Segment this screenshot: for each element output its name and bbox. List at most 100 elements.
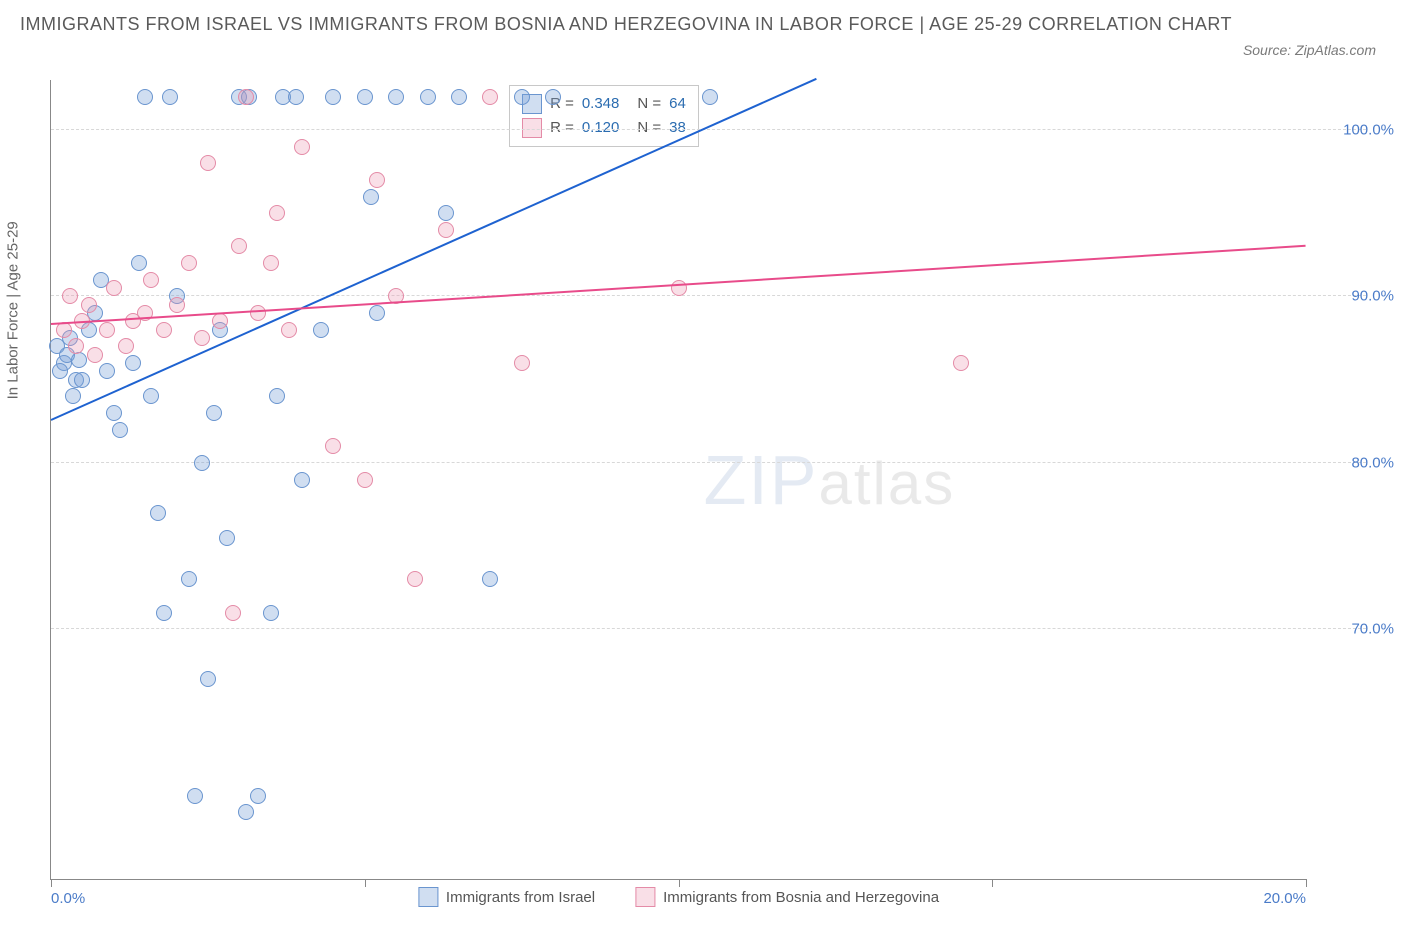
point-israel (194, 455, 210, 471)
point-bosnia (99, 322, 115, 338)
trendline-bosnia (51, 244, 1306, 324)
point-bosnia (68, 338, 84, 354)
legend-swatch-israel (418, 887, 438, 907)
point-bosnia (169, 297, 185, 313)
stats-r-label: R = (550, 119, 574, 136)
point-israel (200, 671, 216, 687)
point-bosnia (407, 571, 423, 587)
plot-area: In Labor Force | Age 25-29 ZIPatlas R =0… (50, 80, 1306, 880)
point-bosnia (514, 355, 530, 371)
point-bosnia (325, 438, 341, 454)
point-israel (482, 571, 498, 587)
point-bosnia (212, 313, 228, 329)
xtick (992, 879, 993, 887)
point-bosnia (369, 172, 385, 188)
point-israel (388, 89, 404, 105)
point-bosnia (194, 330, 210, 346)
stats-row: R =0.120N =38 (522, 116, 686, 140)
point-bosnia (269, 205, 285, 221)
bottom-legend: Immigrants from Israel Immigrants from B… (418, 887, 939, 907)
point-israel (65, 388, 81, 404)
point-israel (143, 388, 159, 404)
source-label: Source: ZipAtlas.com (1243, 42, 1376, 58)
point-israel (325, 89, 341, 105)
stats-r-value: 0.120 (582, 119, 620, 136)
point-israel (131, 255, 147, 271)
stats-r-value: 0.348 (582, 95, 620, 112)
point-bosnia (143, 272, 159, 288)
point-bosnia (200, 155, 216, 171)
xtick (51, 879, 52, 887)
point-bosnia (87, 347, 103, 363)
point-bosnia (231, 238, 247, 254)
point-israel (219, 530, 235, 546)
point-bosnia (263, 255, 279, 271)
point-bosnia (281, 322, 297, 338)
point-israel (545, 89, 561, 105)
xtick (1306, 879, 1307, 887)
stats-n-label: N = (637, 95, 661, 112)
point-israel (238, 804, 254, 820)
point-bosnia (294, 139, 310, 155)
stats-legend-box: R =0.348N =64R =0.120N =38 (509, 85, 699, 147)
point-israel (269, 388, 285, 404)
gridline (51, 295, 1366, 296)
point-bosnia (225, 605, 241, 621)
point-israel (263, 605, 279, 621)
point-israel (106, 405, 122, 421)
point-bosnia (438, 222, 454, 238)
point-israel (52, 363, 68, 379)
point-bosnia (671, 280, 687, 296)
point-bosnia (81, 297, 97, 313)
point-israel (451, 89, 467, 105)
point-israel (187, 788, 203, 804)
point-israel (313, 322, 329, 338)
point-israel (514, 89, 530, 105)
point-israel (288, 89, 304, 105)
ytick-label: 100.0% (1324, 121, 1394, 138)
point-israel (294, 472, 310, 488)
xtick (365, 879, 366, 887)
point-israel (369, 305, 385, 321)
point-bosnia (156, 322, 172, 338)
ytick-label: 80.0% (1324, 454, 1394, 471)
point-bosnia (238, 89, 254, 105)
y-axis-label: In Labor Force | Age 25-29 (5, 221, 22, 399)
legend-swatch-bosnia (635, 887, 655, 907)
point-israel (181, 571, 197, 587)
point-israel (250, 788, 266, 804)
point-israel (357, 89, 373, 105)
point-bosnia (106, 280, 122, 296)
point-israel (420, 89, 436, 105)
legend-item-bosnia: Immigrants from Bosnia and Herzegovina (635, 887, 939, 907)
point-israel (702, 89, 718, 105)
point-bosnia (62, 288, 78, 304)
point-israel (162, 89, 178, 105)
gridline (51, 129, 1366, 130)
stats-n-value: 64 (669, 95, 686, 112)
point-bosnia (482, 89, 498, 105)
point-bosnia (953, 355, 969, 371)
point-israel (125, 355, 141, 371)
ytick-label: 70.0% (1324, 621, 1394, 638)
point-bosnia (250, 305, 266, 321)
ytick-label: 90.0% (1324, 288, 1394, 305)
point-bosnia (118, 338, 134, 354)
gridline (51, 628, 1366, 629)
legend-label-bosnia: Immigrants from Bosnia and Herzegovina (663, 889, 939, 906)
point-israel (363, 189, 379, 205)
legend-label-israel: Immigrants from Israel (446, 889, 595, 906)
point-israel (206, 405, 222, 421)
point-israel (99, 363, 115, 379)
stats-swatch (522, 118, 542, 138)
point-israel (112, 422, 128, 438)
xtick-label: 0.0% (51, 890, 85, 907)
chart-area: In Labor Force | Age 25-29 ZIPatlas R =0… (50, 80, 1306, 880)
point-israel (74, 372, 90, 388)
chart-title: IMMIGRANTS FROM ISRAEL VS IMMIGRANTS FRO… (20, 10, 1386, 39)
point-israel (156, 605, 172, 621)
gridline (51, 462, 1366, 463)
point-israel (150, 505, 166, 521)
point-israel (137, 89, 153, 105)
xtick-label: 20.0% (1263, 890, 1306, 907)
